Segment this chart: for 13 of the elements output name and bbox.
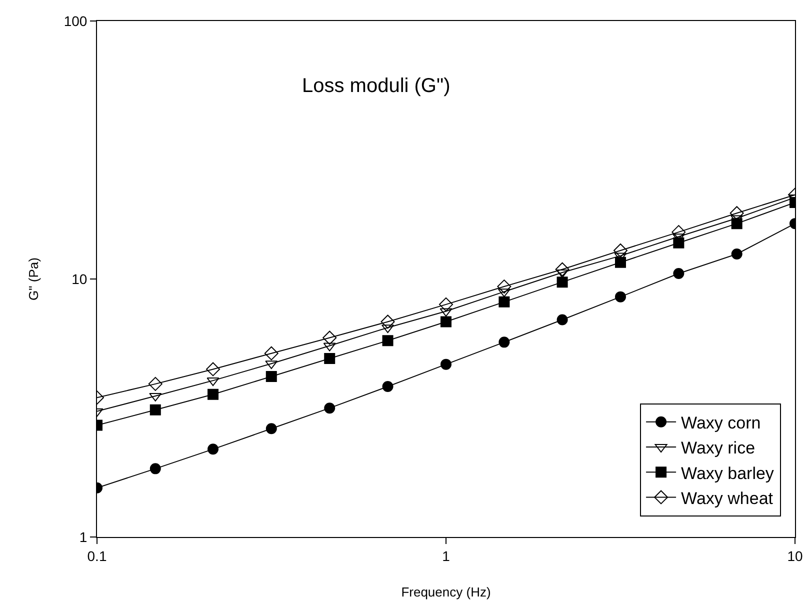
y-tick-label: 10: [72, 270, 88, 287]
x-tick-label: 10: [787, 548, 803, 564]
legend-label: Waxy barley: [681, 464, 774, 483]
x-tick-label: 1: [442, 548, 450, 564]
legend-label: Waxy rice: [681, 438, 756, 458]
y-tick-label: 100: [64, 12, 88, 29]
x-tick-label: 0.1: [87, 548, 107, 564]
annotation: Loss moduli (G"): [302, 75, 450, 97]
y-axis-title: G" (Pa): [26, 258, 41, 300]
legend-label: Waxy wheat: [681, 488, 774, 508]
y-tick-label: 1: [79, 528, 88, 545]
x-axis-title: Frequency (Hz): [401, 584, 491, 600]
legend-label: Waxy corn: [681, 414, 761, 433]
